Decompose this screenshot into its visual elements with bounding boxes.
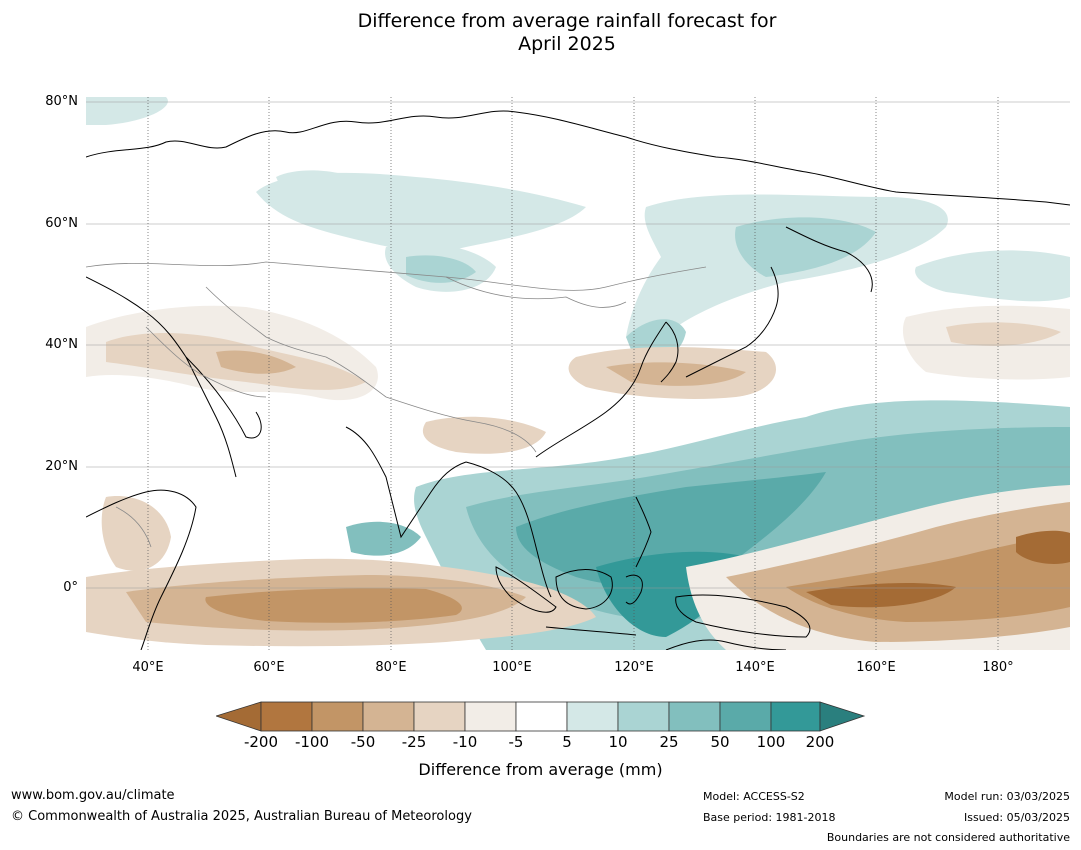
latitude-gridlines	[86, 101, 1070, 589]
anomaly-central-pacific-darkest	[806, 582, 956, 608]
longitude-gridlines	[147, 97, 999, 650]
colorbar-bin	[617, 701, 670, 732]
coastline-arabia	[185, 356, 262, 439]
map-title: Difference from average rainfall forecas…	[0, 10, 1081, 56]
model-text: Model: ACCESS-S2	[703, 790, 805, 803]
lon-label-80e: 80°E	[375, 660, 407, 675]
lat-label-20n: 20°N	[45, 459, 78, 474]
colorbar-bin	[260, 701, 313, 732]
colorbar-tick: -10	[452, 733, 478, 751]
anomaly-dateline-darkest	[1016, 530, 1070, 564]
coastlines	[86, 110, 1070, 650]
coastline-new-guinea	[675, 594, 811, 638]
coastline-borneo	[555, 569, 613, 610]
base-period-text: Base period: 1981-2018	[703, 811, 836, 824]
colorbar-extend-high	[819, 701, 866, 732]
map-canvas	[86, 97, 1070, 650]
colorbar-bin	[719, 701, 772, 732]
model-run-text: Model run: 03/03/2025	[944, 790, 1070, 803]
colorbar-tick: 200	[805, 733, 835, 751]
lon-label-60e: 60°E	[253, 660, 285, 675]
coastline-arctic-europe	[86, 110, 517, 158]
anomaly-himalaya	[422, 416, 546, 454]
border-middle-east	[145, 326, 267, 398]
anomaly-bay-of-bengal	[346, 521, 421, 556]
anomaly-middle-east-dark	[216, 350, 296, 374]
border-russia-south	[86, 261, 707, 291]
title-line-2: April 2025	[518, 33, 616, 55]
colorbar-tick: 10	[608, 733, 628, 751]
coastline-china	[535, 321, 667, 458]
lon-label-180: 180°	[982, 660, 1014, 675]
border-horn-africa	[115, 506, 152, 548]
coastline-korea	[660, 321, 679, 383]
lat-label-equator: 0°	[63, 580, 78, 595]
lat-label-60n: 60°N	[45, 216, 78, 231]
coastline-philippines	[635, 496, 652, 568]
colorbar-label: Difference from average (mm)	[418, 760, 663, 779]
colorbar-bin	[413, 701, 466, 732]
lon-label-120e: 120°E	[614, 660, 654, 675]
anomaly-west-pacific-core	[516, 472, 826, 586]
colorbar-bin	[770, 701, 821, 732]
colorbar-bin	[515, 701, 568, 732]
colorbar-bin	[362, 701, 415, 732]
colorbar-bin	[464, 701, 517, 732]
anomaly-indian-ocean-core	[205, 588, 462, 623]
title-line-1: Difference from average rainfall forecas…	[357, 10, 777, 32]
anomaly-okhotsk	[735, 217, 876, 277]
coastline-java	[545, 626, 637, 636]
coastline-australia-north	[665, 639, 787, 650]
border-central-asia	[205, 286, 387, 398]
colorbar-tick: -25	[401, 733, 427, 751]
colorbar	[216, 701, 866, 732]
issued-text: Issued: 05/03/2025	[963, 811, 1070, 824]
lon-label-100e: 100°E	[492, 660, 532, 675]
border-mongolia	[445, 276, 627, 308]
lon-label-160e: 160°E	[856, 660, 896, 675]
colorbar-tick: -100	[294, 733, 330, 751]
anomaly-central-asia-teal-core	[406, 255, 476, 283]
anomaly-northeast-pacific	[915, 250, 1070, 302]
copyright-text: © Commonwealth of Australia 2025, Austra…	[11, 809, 472, 824]
disclaimer-text: Boundaries are not considered authoritat…	[826, 831, 1070, 844]
border-india-china	[385, 396, 537, 453]
lat-label-40n: 40°N	[45, 337, 78, 352]
coastline-sulawesi	[625, 574, 643, 605]
website-link[interactable]: www.bom.gov.au/climate	[11, 788, 175, 803]
colorbar-bin	[668, 701, 721, 732]
colorbar-tick: 25	[659, 733, 679, 751]
coastline-india	[345, 426, 467, 539]
colorbar-tick: 50	[710, 733, 730, 751]
colorbar-extend-low	[216, 701, 262, 732]
lon-label-40e: 40°E	[132, 660, 164, 675]
coastline-sumatra	[495, 566, 557, 613]
colorbar-tick: 100	[756, 733, 786, 751]
anomaly-north-pacific-dry-core	[946, 322, 1061, 346]
colorbar-tick: -50	[350, 733, 376, 751]
coastline-japan	[685, 266, 779, 378]
colorbar-bin	[311, 701, 364, 732]
lon-label-140e: 140°E	[735, 660, 775, 675]
anomaly-west-siberia	[276, 170, 356, 202]
colorbar-tick: -5	[508, 733, 524, 751]
colorbar-bin	[566, 701, 619, 732]
colorbar-tick: -200	[243, 733, 279, 751]
colorbar-tick: 5	[562, 733, 572, 751]
country-borders	[86, 261, 707, 548]
coastline-east-africa	[86, 489, 197, 650]
anomaly-northwest-arctic	[86, 97, 168, 125]
coastline-southeast-asia	[465, 461, 552, 598]
lat-label-80n: 80°N	[45, 94, 78, 109]
anomaly-east-africa-dry	[101, 496, 171, 571]
coastline-arctic-siberia	[515, 111, 1070, 206]
rainfall-map[interactable]	[86, 97, 1070, 650]
coastline-kamchatka	[785, 226, 873, 293]
